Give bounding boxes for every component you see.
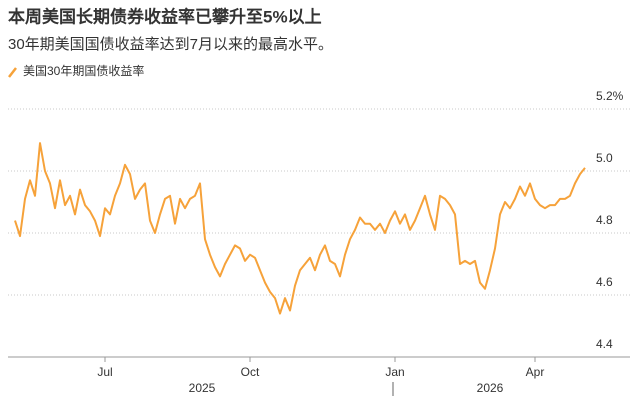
chart-title: 本周美国长期债券收益率已攀升至5%以上 — [8, 6, 322, 26]
chart-subtitle: 30年期美国国债收益率达到7月以来的最高水平。 — [8, 36, 333, 53]
x-tick-label: Jan — [385, 365, 404, 379]
y-tick-label: 4.4 — [596, 337, 613, 351]
legend-label: 美国30年期国债收益率 — [23, 63, 144, 78]
x-tick-label: Jul — [97, 365, 112, 379]
x-tick-label: Apr — [526, 365, 545, 379]
y-tick-label: 5.0 — [596, 151, 613, 165]
series-line — [14, 142, 586, 315]
legend-swatch — [8, 67, 17, 78]
year-label: 2025 — [189, 381, 216, 395]
year-label: 2026 — [477, 381, 504, 395]
y-tick-label: 4.6 — [596, 275, 613, 289]
y-tick-label: 4.8 — [596, 213, 613, 227]
y-tick-label: 5.2% — [596, 89, 624, 103]
x-tick-label: Oct — [241, 365, 260, 379]
